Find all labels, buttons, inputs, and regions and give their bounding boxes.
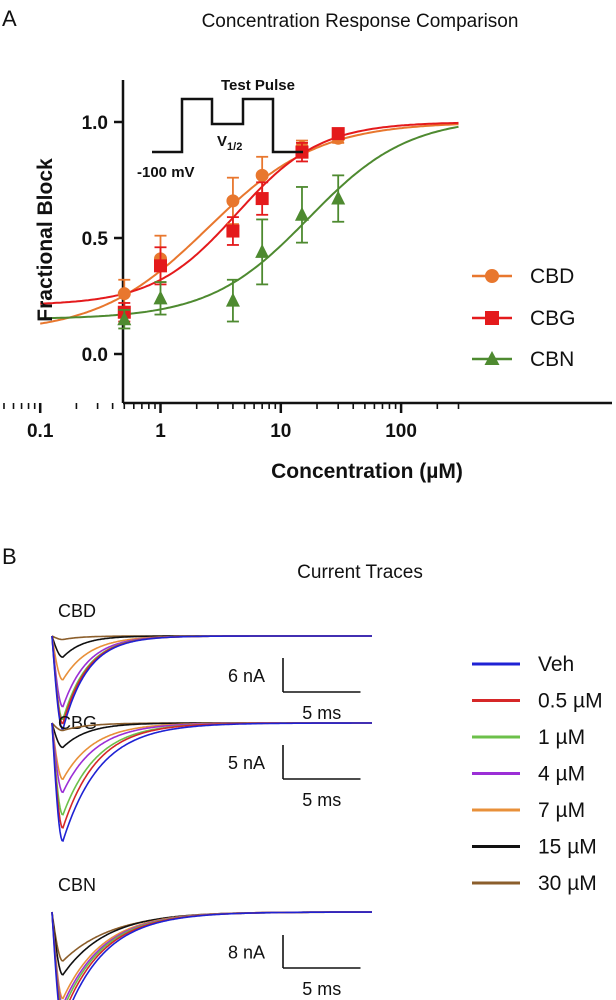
legend-a-cbd: CBD	[472, 265, 574, 288]
legend-b-label: 15 µM	[538, 836, 597, 859]
legend-b-item: 7 µM	[472, 799, 585, 822]
fit-curve-cbd	[40, 123, 459, 325]
trace-group-label-cbn: CBN	[58, 875, 96, 895]
legend-b-item: 1 µM	[472, 726, 585, 749]
trace-cbn-0	[51, 911, 372, 1000]
chart-b-title: Current Traces	[297, 562, 423, 583]
legend-cbn-marker	[484, 351, 500, 365]
trace-group-cbd: CBD 6 nA 5 ms	[51, 601, 372, 731]
x-tick-label: 100	[385, 421, 417, 442]
legend-a-cbn: CBN	[472, 348, 574, 371]
y-tick-label: 0.0	[82, 345, 108, 366]
trace-cbg-0	[51, 722, 372, 842]
fit-curve-cbg	[40, 121, 459, 305]
voltage-protocol-inset: Test Pulse V1/2 -100 mV	[137, 77, 303, 181]
point-cbd	[255, 168, 269, 182]
scale-time-label-cbg: 5 ms	[302, 790, 341, 810]
legend-cbg-marker	[485, 311, 499, 325]
point-cbn	[255, 243, 270, 258]
y-tick-label: 1.0	[82, 113, 108, 134]
scale-time-label-cbn: 5 ms	[302, 979, 341, 999]
x-tick-label: 0.1	[27, 421, 54, 442]
point-cbg	[226, 224, 240, 238]
legend-cbd-label: CBD	[530, 265, 574, 288]
legend-b-label: 1 µM	[538, 726, 585, 749]
y-axis-label: Fractional Block	[34, 158, 57, 322]
x-axis-label: Concentration (µM)	[271, 460, 463, 483]
trace-group-cbg: CBG 5 nA 5 ms	[51, 713, 372, 842]
point-cbn	[153, 290, 168, 305]
legend-b: Veh 0.5 µM 1 µM 4 µM 7 µM 15 µM 30 µM	[472, 653, 603, 895]
legend-b-item: 15 µM	[472, 836, 597, 859]
legend-b-item: 4 µM	[472, 763, 585, 786]
point-cbn	[294, 206, 309, 221]
panel-a-label: A	[2, 6, 17, 31]
x-tick-label: 10	[270, 421, 291, 442]
point-cbd	[226, 194, 240, 208]
chart-a-title: Concentration Response Comparison	[202, 11, 519, 32]
inset-test-pulse-label: Test Pulse	[221, 77, 295, 94]
inset-v-half-label: V1/2	[217, 133, 242, 153]
current-traces-plot: CBD 6 nA 5 ms CBG 5 nA 5 ms CBN 8 nA 5 ms	[51, 601, 372, 1000]
point-cbg	[331, 127, 345, 141]
scale-time-label-cbd: 5 ms	[302, 703, 341, 723]
trace-group-label-cbg: CBG	[58, 713, 97, 733]
legend-b-item: Veh	[472, 653, 574, 676]
legend-a-cbg: CBG	[472, 307, 576, 330]
legend-b-label: 0.5 µM	[538, 690, 603, 713]
concentration-response-plot: 0.0 0.5 1.0 0.1 1 10 100	[3, 80, 612, 442]
legend-b-item: 30 µM	[472, 872, 597, 895]
y-tick-label: 0.5	[82, 229, 109, 250]
legend-a: CBD CBG CBN	[472, 265, 576, 371]
trace-group-label-cbd: CBD	[58, 601, 96, 621]
point-cbn	[117, 311, 132, 326]
point-cbd	[117, 287, 131, 301]
legend-b-label: 7 µM	[538, 799, 585, 822]
point-cbg	[154, 259, 167, 273]
legend-b-label: 4 µM	[538, 763, 585, 786]
scale-current-label-cbg: 5 nA	[228, 753, 265, 773]
scale-current-label-cbd: 6 nA	[228, 666, 265, 686]
trace-cbd-0	[51, 635, 372, 731]
trace-cbn-5	[51, 911, 372, 976]
legend-cbn-label: CBN	[530, 348, 574, 371]
legend-b-item: 0.5 µM	[472, 690, 603, 713]
legend-cbg-label: CBG	[530, 307, 576, 330]
legend-b-label: 30 µM	[538, 872, 597, 895]
legend-b-label: Veh	[538, 653, 574, 676]
inset-hold-label: -100 mV	[137, 164, 195, 181]
x-tick-label: 1	[155, 421, 166, 442]
point-cbn	[225, 292, 240, 307]
legend-cbd-marker	[485, 269, 499, 283]
point-cbg	[255, 192, 269, 206]
voltage-protocol-trace	[152, 97, 303, 154]
panel-b-label: B	[2, 544, 17, 569]
trace-cbg-4	[51, 722, 372, 780]
trace-cbg-5	[51, 722, 372, 749]
point-cbn	[331, 190, 346, 205]
scale-current-label-cbn: 8 nA	[228, 943, 265, 963]
trace-cbg-1	[51, 722, 372, 829]
trace-group-cbn: CBN 8 nA 5 ms	[51, 875, 372, 1000]
fit-curve-cbn	[40, 125, 459, 320]
